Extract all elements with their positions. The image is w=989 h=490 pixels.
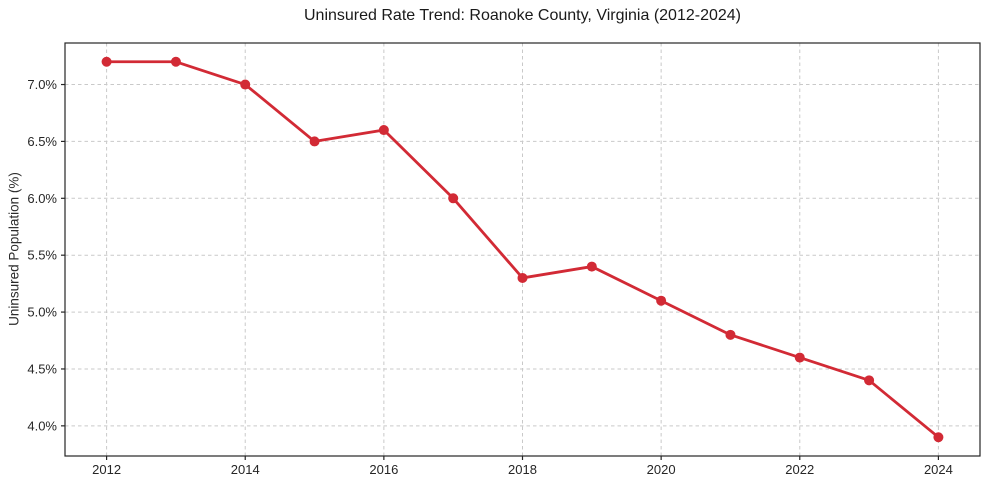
x-tick-label: 2018 bbox=[508, 462, 537, 477]
data-point-marker bbox=[309, 136, 320, 147]
data-point-marker bbox=[794, 352, 805, 363]
chart-title: Uninsured Rate Trend: Roanoke County, Vi… bbox=[304, 7, 741, 24]
x-tick-label: 2024 bbox=[924, 462, 953, 477]
y-tick-label: 6.0% bbox=[27, 191, 57, 206]
y-tick-label: 7.0% bbox=[27, 77, 57, 92]
trend-line bbox=[105, 60, 940, 439]
data-point-marker bbox=[101, 56, 112, 67]
data-point-marker bbox=[725, 329, 736, 340]
data-point-marker bbox=[240, 79, 251, 90]
y-tick-label: 4.5% bbox=[27, 361, 57, 376]
x-tick-label: 2022 bbox=[785, 462, 814, 477]
y-tick-label: 4.0% bbox=[27, 418, 57, 433]
data-point-marker bbox=[864, 375, 875, 386]
x-tick-label: 2014 bbox=[231, 462, 260, 477]
data-point-marker bbox=[656, 295, 667, 306]
x-tick-label: 2016 bbox=[369, 462, 398, 477]
y-tick-label: 5.0% bbox=[27, 305, 57, 320]
y-tick-label: 6.5% bbox=[27, 134, 57, 149]
x-tick-label: 2012 bbox=[92, 462, 121, 477]
y-tick-label: 5.5% bbox=[27, 248, 57, 263]
data-point-marker bbox=[586, 261, 597, 272]
data-point-marker bbox=[448, 193, 459, 204]
data-point-marker bbox=[933, 432, 944, 443]
data-point-marker bbox=[378, 125, 389, 136]
x-tick-label: 2020 bbox=[647, 462, 676, 477]
data-point-marker bbox=[517, 272, 528, 283]
data-point-marker bbox=[170, 56, 181, 67]
